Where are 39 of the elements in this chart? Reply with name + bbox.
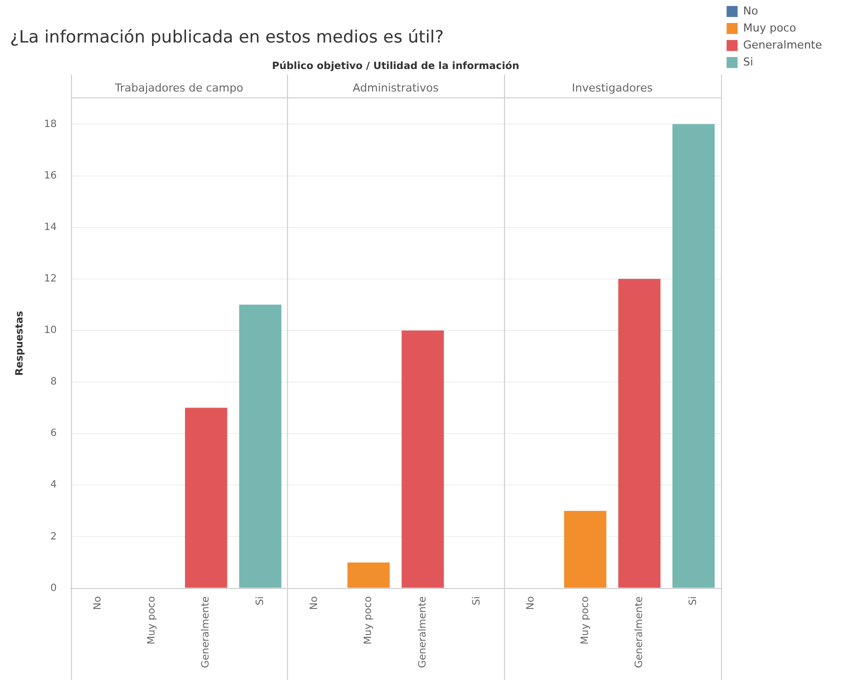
legend-label: Muy poco	[743, 21, 796, 34]
bar	[672, 124, 715, 588]
bar	[347, 562, 390, 588]
legend-label: Si	[743, 55, 754, 68]
y-tick-label: 2	[50, 531, 57, 542]
x-tick-label: Generalmente	[200, 596, 212, 668]
x-axis-title: Público objetivo / Utilidad de la información	[272, 60, 520, 72]
x-tick-label: Generalmente	[634, 596, 645, 668]
y-tick-label: 8	[50, 376, 57, 388]
text: Investigadores	[572, 81, 653, 94]
x-tick-label: Muy poco	[580, 596, 591, 644]
x-tick-label: Muy poco	[146, 596, 158, 644]
bar	[618, 278, 660, 588]
bar	[402, 330, 444, 588]
y-tick-label: 12	[44, 273, 57, 284]
text: Trabajadores de campo	[114, 81, 244, 94]
chart-title: ¿La información publicada en estos medios es útil?	[10, 28, 444, 48]
x-tick-label: No	[92, 596, 104, 610]
bar	[564, 510, 606, 588]
y-tick-label: 6	[50, 428, 57, 440]
y-axis-title: Respuestas	[14, 310, 26, 376]
y-tick-label: 0	[50, 582, 57, 594]
legend-label: Generalmente	[743, 38, 822, 52]
bar	[239, 304, 282, 588]
x-tick-label: Si	[472, 596, 482, 606]
x-tick-label: Si	[254, 596, 266, 606]
y-tick-label: 18	[44, 118, 57, 130]
x-tick-label: Si	[688, 596, 700, 606]
legend-label: No	[743, 4, 758, 18]
x-tick-label: Generalmente	[417, 596, 428, 668]
y-tick-label: 16	[44, 170, 57, 182]
x-tick-label: No	[309, 596, 320, 610]
x-tick-label: Muy poco	[363, 596, 374, 644]
text: Administrativos	[352, 81, 439, 94]
y-tick-label: 10	[44, 325, 57, 336]
bar	[184, 408, 228, 588]
y-tick-label: 14	[44, 222, 57, 233]
y-tick-label: 4	[50, 480, 57, 491]
x-tick-label: No	[526, 596, 537, 610]
